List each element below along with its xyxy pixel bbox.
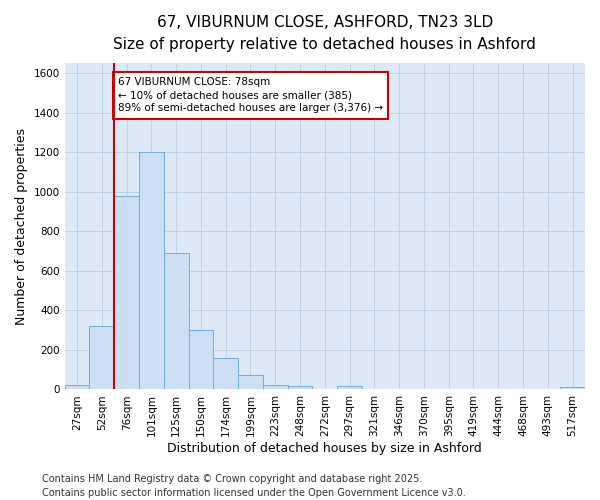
Title: 67, VIBURNUM CLOSE, ASHFORD, TN23 3LD
Size of property relative to detached hous: 67, VIBURNUM CLOSE, ASHFORD, TN23 3LD Si… <box>113 15 536 52</box>
Bar <box>89 326 114 390</box>
Bar <box>263 384 287 390</box>
X-axis label: Distribution of detached houses by size in Ashford: Distribution of detached houses by size … <box>167 442 482 455</box>
Bar <box>238 374 263 390</box>
Bar <box>188 330 214 390</box>
Bar <box>337 386 362 390</box>
Bar <box>65 384 89 390</box>
Y-axis label: Number of detached properties: Number of detached properties <box>15 128 28 325</box>
Text: Contains HM Land Registry data © Crown copyright and database right 2025.
Contai: Contains HM Land Registry data © Crown c… <box>42 474 466 498</box>
Text: 67 VIBURNUM CLOSE: 78sqm
← 10% of detached houses are smaller (385)
89% of semi-: 67 VIBURNUM CLOSE: 78sqm ← 10% of detach… <box>118 77 383 114</box>
Bar <box>114 196 139 390</box>
Bar <box>560 387 585 390</box>
Bar <box>139 152 164 390</box>
Bar <box>164 253 188 390</box>
Bar <box>287 386 313 390</box>
Bar <box>214 358 238 390</box>
